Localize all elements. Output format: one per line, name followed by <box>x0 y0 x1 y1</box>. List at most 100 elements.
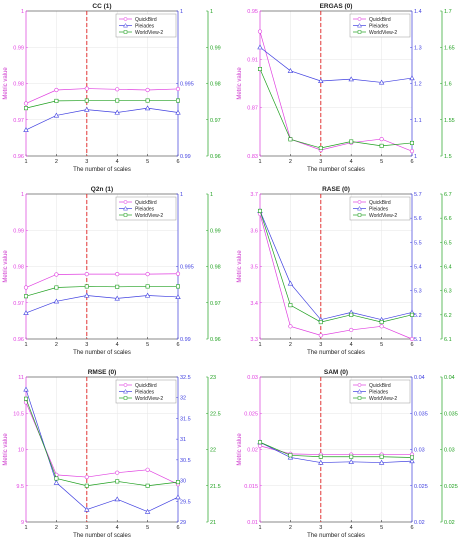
y-tick-label-right-inner: 32 <box>180 396 186 402</box>
legend-marker <box>123 383 128 387</box>
legend-label: WorldView-2 <box>369 396 397 402</box>
y-tick-label-right-inner: 0.99 <box>180 337 191 343</box>
data-point-worldview-2 <box>84 98 89 103</box>
y-axis-label: Metric value <box>237 433 243 466</box>
series-line-pleiades <box>25 295 179 314</box>
y-tick-label-right-inner: 31 <box>180 437 186 443</box>
y-tick-label-left: 9 <box>21 520 24 526</box>
y-tick-label-right-outer: 0.96 <box>210 337 221 343</box>
y-tick-label-right-inner: 31.5 <box>180 416 191 422</box>
legend-marker <box>123 22 128 28</box>
y-tick-label-right-outer: 1.7 <box>444 9 452 15</box>
legend-marker <box>123 200 128 204</box>
chart-panel-ergas: 1 2 3 4 5 6 0.83 0.87 0.91 0.95 1 1.1 1.2 1.3 1.4 1.5 1.… <box>234 0 468 183</box>
legend-marker <box>357 396 362 400</box>
data-point-worldview-2 <box>288 303 293 308</box>
data-point-pleiades <box>348 459 354 464</box>
chart-svg-cc: 1 2 3 4 5 60.960.970.980.9910.990.99510.960.9… <box>3 3 221 173</box>
series-line-quickbird <box>259 31 413 152</box>
x-axis-label: The number of scales <box>73 533 131 539</box>
series-line-pleiades <box>259 210 413 321</box>
y-tick-label-right-inner: 5.1 <box>414 337 422 343</box>
x-tick-label: 1 <box>24 159 27 165</box>
chart-panel-sam: 1 2 3 4 5 6 0.01 0.015 0.02 0.025 0.03 0.02 0.025 0.0… <box>234 366 468 549</box>
y-tick-label-right-outer: 0.025 <box>444 484 458 490</box>
data-point-pleiades <box>287 280 294 286</box>
data-point-quickbird <box>145 87 150 93</box>
data-point-pleiades <box>409 75 415 81</box>
chart-panel-cc: 1 2 3 4 5 6 0.96 0.97 0.98 0.99 1 0.99 0.995 1 0.96 0.9… <box>0 0 234 183</box>
data-point-pleiades <box>348 76 354 82</box>
data-point-worldview-2 <box>288 137 293 142</box>
data-point-pleiades <box>84 292 90 298</box>
y-tick-label-left: 0.03 <box>247 375 258 381</box>
data-point-worldview-2 <box>176 480 181 485</box>
legend-marker <box>123 213 128 217</box>
x-tick-label: 6 <box>176 159 179 165</box>
y-tick-label-right-outer: 0.04 <box>444 375 455 381</box>
legend-label: Pleiades <box>369 23 389 29</box>
x-tick-label: 4 <box>116 159 119 165</box>
data-point-quickbird <box>257 443 263 448</box>
data-point-pleiades <box>409 458 415 464</box>
y-tick-label-right-outer: 1 <box>210 9 213 15</box>
y-tick-label-right-outer: 6.6 <box>444 216 452 222</box>
x-tick-label: 5 <box>380 342 383 348</box>
y-tick-label-right-outer: 22.5 <box>210 411 221 417</box>
legend-box <box>115 379 177 404</box>
y-tick-label-right-inner: 5.7 <box>414 192 422 198</box>
series-line-worldview-2 <box>25 286 178 297</box>
data-point-quickbird <box>318 333 323 338</box>
x-tick-label: 2 <box>289 525 292 531</box>
data-point-worldview-2 <box>257 67 262 72</box>
y-tick-label-left: 0.02 <box>247 448 258 454</box>
x-tick-label: 4 <box>116 525 119 531</box>
series-line-worldview-2 <box>259 68 413 149</box>
data-point-worldview-2 <box>410 312 415 317</box>
y-tick-label-right-outer: 6.3 <box>444 289 452 295</box>
y-tick-label-left: 10 <box>18 448 24 454</box>
y-tick-label-left: 0.91 <box>247 57 258 63</box>
y-tick-label-right-outer: 6.1 <box>444 337 452 343</box>
y-tick-label-right-inner: 30.5 <box>180 458 191 464</box>
legend-label: Pleiades <box>135 206 155 212</box>
y-tick-label-right-inner: 1 <box>180 192 183 198</box>
y-tick-label-right-outer: 0.97 <box>210 118 221 124</box>
y-tick-label-right-outer: 0.98 <box>210 265 221 271</box>
y-tick-label-right-inner: 0.02 <box>414 520 425 526</box>
y-tick-label-right-outer: 0.02 <box>444 520 455 526</box>
data-point-worldview-2 <box>23 106 28 111</box>
x-tick-label: 1 <box>24 525 27 531</box>
data-point-pleiades <box>144 292 151 298</box>
data-point-quickbird <box>115 272 120 277</box>
legend-marker <box>357 213 362 217</box>
data-point-pleiades <box>318 459 324 465</box>
x-tick-label: 2 <box>55 525 58 531</box>
y-tick-label-left: 10.5 <box>13 411 24 417</box>
data-point-pleiades <box>175 109 181 115</box>
y-tick-label-left: 0.98 <box>13 265 24 271</box>
data-point-worldview-2 <box>115 479 120 484</box>
x-axis-label: The number of scales <box>307 167 365 173</box>
chart-svg-sam: 1 2 3 4 5 6 0.01 0.015 0.02 0.025 0.03 0.02 0.025 0.0… <box>237 369 458 539</box>
series-line-worldview-2 <box>259 210 413 323</box>
y-tick-label-left: 0.01 <box>247 520 258 526</box>
y-tick-label-right-outer: 6.7 <box>444 192 452 198</box>
y-tick-label-left: 0.96 <box>13 337 24 343</box>
data-point-pleiades <box>175 294 181 300</box>
data-point-worldview-2 <box>318 454 323 459</box>
x-tick-label: 2 <box>289 342 292 348</box>
y-tick-label-right-inner: 1.4 <box>414 9 422 15</box>
chart-svg-rase: 1 2 3 4 5 6 3.3 3.4 3.5 3.6 3.7 5.1 5.2 5.3 5.4 5.5 5.6 5… <box>237 186 452 356</box>
y-tick-label-left: 0.97 <box>13 301 24 307</box>
chart-title: ERGAS (0) <box>320 3 353 10</box>
x-tick-label: 5 <box>380 525 383 531</box>
x-tick-label: 3 <box>319 342 322 348</box>
data-point-quickbird <box>349 327 354 333</box>
legend-marker <box>357 205 362 211</box>
y-tick-label-right-outer: 0.99 <box>210 45 221 51</box>
data-point-worldview-2 <box>84 284 89 289</box>
y-tick-label-right-inner: 0.995 <box>180 82 194 88</box>
data-point-worldview-2 <box>23 396 28 401</box>
series-line-quickbird <box>25 402 179 485</box>
